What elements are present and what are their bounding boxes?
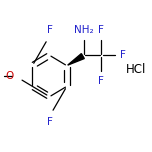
Text: HCl: HCl: [126, 63, 146, 76]
Polygon shape: [68, 54, 84, 65]
Text: F: F: [120, 50, 126, 60]
Text: F: F: [98, 25, 104, 35]
Text: F: F: [98, 76, 104, 86]
Text: NH₂: NH₂: [74, 25, 94, 35]
Text: F: F: [47, 117, 53, 127]
Text: O: O: [6, 71, 14, 81]
Text: F: F: [47, 25, 53, 35]
